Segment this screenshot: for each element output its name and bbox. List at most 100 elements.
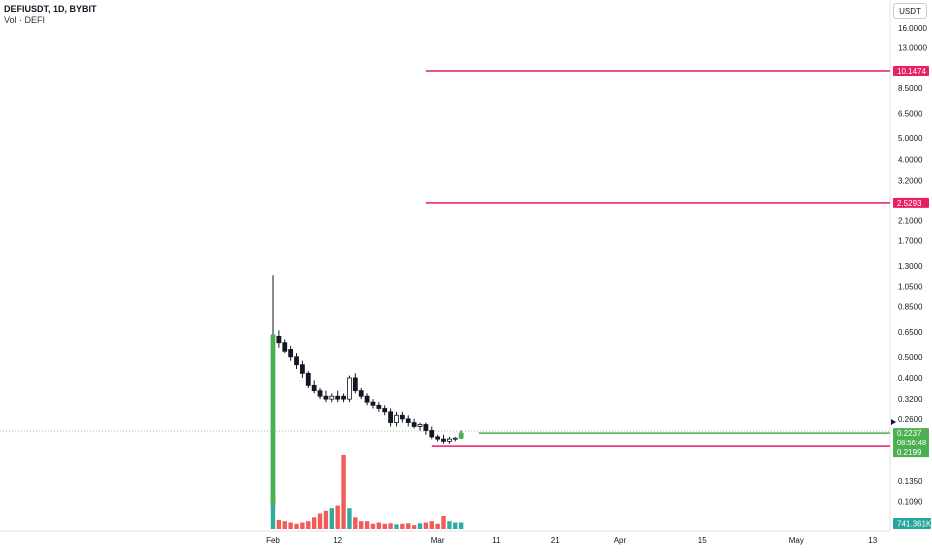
candle-body (405, 418, 411, 423)
level-price-label-bg (893, 65, 929, 76)
volume-value-label: 741.361K (897, 520, 932, 529)
x-tick-label: 13 (868, 536, 877, 545)
horizontal-levels[interactable] (0, 70, 890, 447)
volume-bar (370, 523, 376, 529)
volume-bar (458, 522, 464, 529)
volume-bar (300, 522, 305, 529)
y-tick-label: 1.0500 (898, 282, 923, 291)
volume-bar (311, 517, 317, 529)
candle-body (435, 436, 441, 440)
candle-body (394, 414, 399, 423)
volume-bar (282, 521, 287, 529)
x-tick-label: 15 (698, 536, 707, 545)
x-tick-label: 11 (492, 536, 501, 545)
currency-button[interactable]: USDT (893, 3, 927, 19)
candle-body (446, 438, 452, 442)
candle-body (299, 364, 305, 374)
volume-bar (376, 522, 382, 529)
volume-bar (447, 521, 452, 529)
volume-bar (423, 522, 429, 529)
x-axis: Feb12Mar1121Apr15May13Jun (266, 536, 878, 545)
candle-body (282, 342, 288, 352)
y-tick-label: 3.2000 (898, 177, 923, 186)
candle-body (411, 422, 417, 427)
volume-bar (417, 523, 423, 529)
volume-bars (270, 454, 464, 529)
y-tick-label: 1.7000 (898, 237, 923, 246)
candle-body (417, 424, 423, 427)
candle-body (288, 349, 294, 358)
volume-label-bg (893, 518, 931, 529)
candle-body (294, 356, 299, 366)
candle-body (329, 395, 335, 400)
x-tick-label: 21 (551, 536, 560, 545)
volume-bar (347, 508, 352, 529)
y-tick-label: 0.2600 (898, 415, 923, 424)
candle-body (311, 384, 317, 392)
price-scale-marker-icon (891, 419, 896, 425)
x-tick-label: 12 (333, 536, 342, 545)
symbol-title[interactable]: DEFIUSDT, 1D, BYBIT (4, 4, 97, 14)
volume-bar (294, 523, 299, 529)
volume-bar (406, 523, 411, 529)
candle-body (364, 395, 370, 403)
x-tick-label: May (789, 536, 804, 545)
volume-bar (364, 521, 370, 529)
volume-bar (388, 523, 393, 529)
volume-bar (400, 523, 405, 529)
candle-body (317, 390, 323, 397)
volume-bar (429, 521, 434, 529)
candle-body (441, 438, 446, 442)
candle-body (276, 335, 282, 344)
volume-bar (453, 522, 458, 529)
candle-body (429, 430, 435, 438)
volume-bar (353, 517, 358, 529)
y-tick-label: 0.8500 (898, 302, 923, 311)
y-tick-label: 0.6500 (898, 328, 923, 337)
volume-bar (394, 524, 399, 529)
y-tick-label: 0.5000 (898, 353, 923, 362)
prev-close-label: 0.2199 (897, 448, 922, 457)
last-price-label: 0.2237 (897, 429, 922, 438)
y-tick-label: 2.1000 (898, 217, 923, 226)
volume-indicator-label[interactable]: Vol · DEFI (4, 15, 46, 25)
candle-body (358, 390, 364, 397)
candle-body (335, 395, 341, 400)
last-price-label-bg (893, 428, 929, 449)
candle-body (352, 377, 358, 392)
candle-body (305, 372, 311, 386)
candle-body (347, 377, 352, 400)
volume-bar (323, 510, 329, 529)
candle-body (270, 334, 276, 506)
volume-bar (441, 516, 446, 529)
volume-bar (306, 521, 311, 529)
y-tick-label: 0.1090 (898, 497, 923, 506)
y-tick-label: 4.0000 (898, 155, 923, 164)
candle-body (341, 395, 346, 400)
x-tick-label: Apr (614, 536, 627, 545)
y-tick-label: 13.0000 (898, 43, 927, 52)
volume-bar (341, 454, 346, 529)
candle-body (388, 411, 394, 423)
volume-bar (411, 525, 417, 529)
x-tick-label: Feb (266, 536, 280, 545)
x-tick-label: Mar (431, 536, 445, 545)
prev-close-label-bg (893, 447, 929, 458)
volume-bar (329, 508, 334, 529)
y-tick-label: 8.5000 (898, 84, 923, 93)
volume-bar (382, 523, 387, 529)
y-tick-label: 5.0000 (898, 134, 923, 143)
y-tick-label: 6.5000 (898, 109, 923, 118)
level-price-label: 10.1474 (897, 67, 926, 76)
candle-body (370, 401, 376, 406)
level-price-label: 2.5293 (897, 199, 922, 208)
price-labels: 10.14742.52930.19510.223708:56:480.21997… (891, 65, 932, 529)
y-tick-label: 0.4000 (898, 374, 923, 383)
y-tick-label: 0.3200 (898, 395, 923, 404)
candle-body (399, 414, 405, 420)
last-price-label-countdown: 08:56:48 (897, 438, 926, 447)
volume-bar (317, 513, 323, 529)
volume-bar (359, 521, 364, 529)
